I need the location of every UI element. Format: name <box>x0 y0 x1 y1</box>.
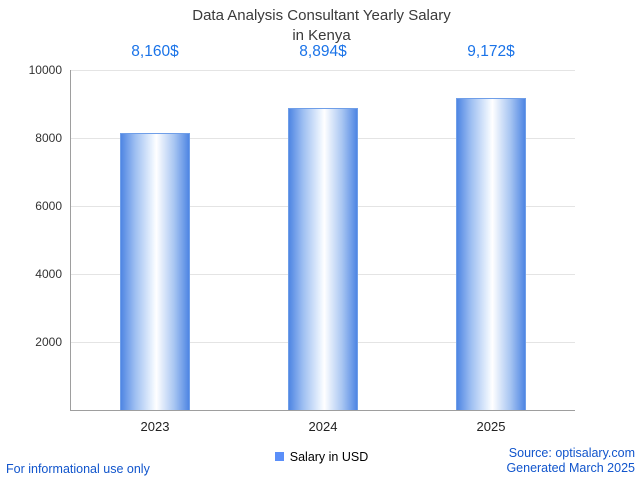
gridline <box>71 70 575 71</box>
value-label-2025: 9,172$ <box>467 43 515 60</box>
y-axis-label: 10000 <box>28 63 62 77</box>
y-axis-label: 2000 <box>35 335 62 349</box>
y-axis-label: 6000 <box>35 199 62 213</box>
legend-swatch-icon <box>274 452 284 462</box>
bar-2023 <box>120 133 190 410</box>
source-info: Source: optisalary.com Generated March 2… <box>506 446 635 477</box>
generated-date: Generated March 2025 <box>506 461 635 476</box>
bar-2025 <box>456 98 526 410</box>
chart-title-line1: Data Analysis Consultant Yearly Salary <box>192 7 451 24</box>
legend-label: Salary in USD <box>289 450 369 464</box>
source-link[interactable]: Source: optisalary.com <box>508 445 635 460</box>
y-axis-label: 4000 <box>35 267 62 281</box>
chart-title-line2: in Kenya <box>292 26 351 44</box>
value-label-2024: 8,894$ <box>299 43 347 60</box>
x-axis-label-2024: 2024 <box>308 419 338 434</box>
plot-area: 2000 4000 6000 8000 10000 2023 8,160$ 2024 8,894… <box>29 43 575 434</box>
chart-title: Data Analysis Consultant Yearly Salary i… <box>0 6 643 45</box>
x-axis-label-2025: 2025 <box>476 419 506 434</box>
value-label-2023: 8,160$ <box>131 43 179 60</box>
bar-2024 <box>288 108 358 410</box>
y-axis-label: 8000 <box>35 131 62 145</box>
disclaimer-text: For informational use only <box>6 462 150 476</box>
legend: Salary in USD <box>0 450 643 464</box>
x-axis-label-2023: 2023 <box>140 419 170 434</box>
